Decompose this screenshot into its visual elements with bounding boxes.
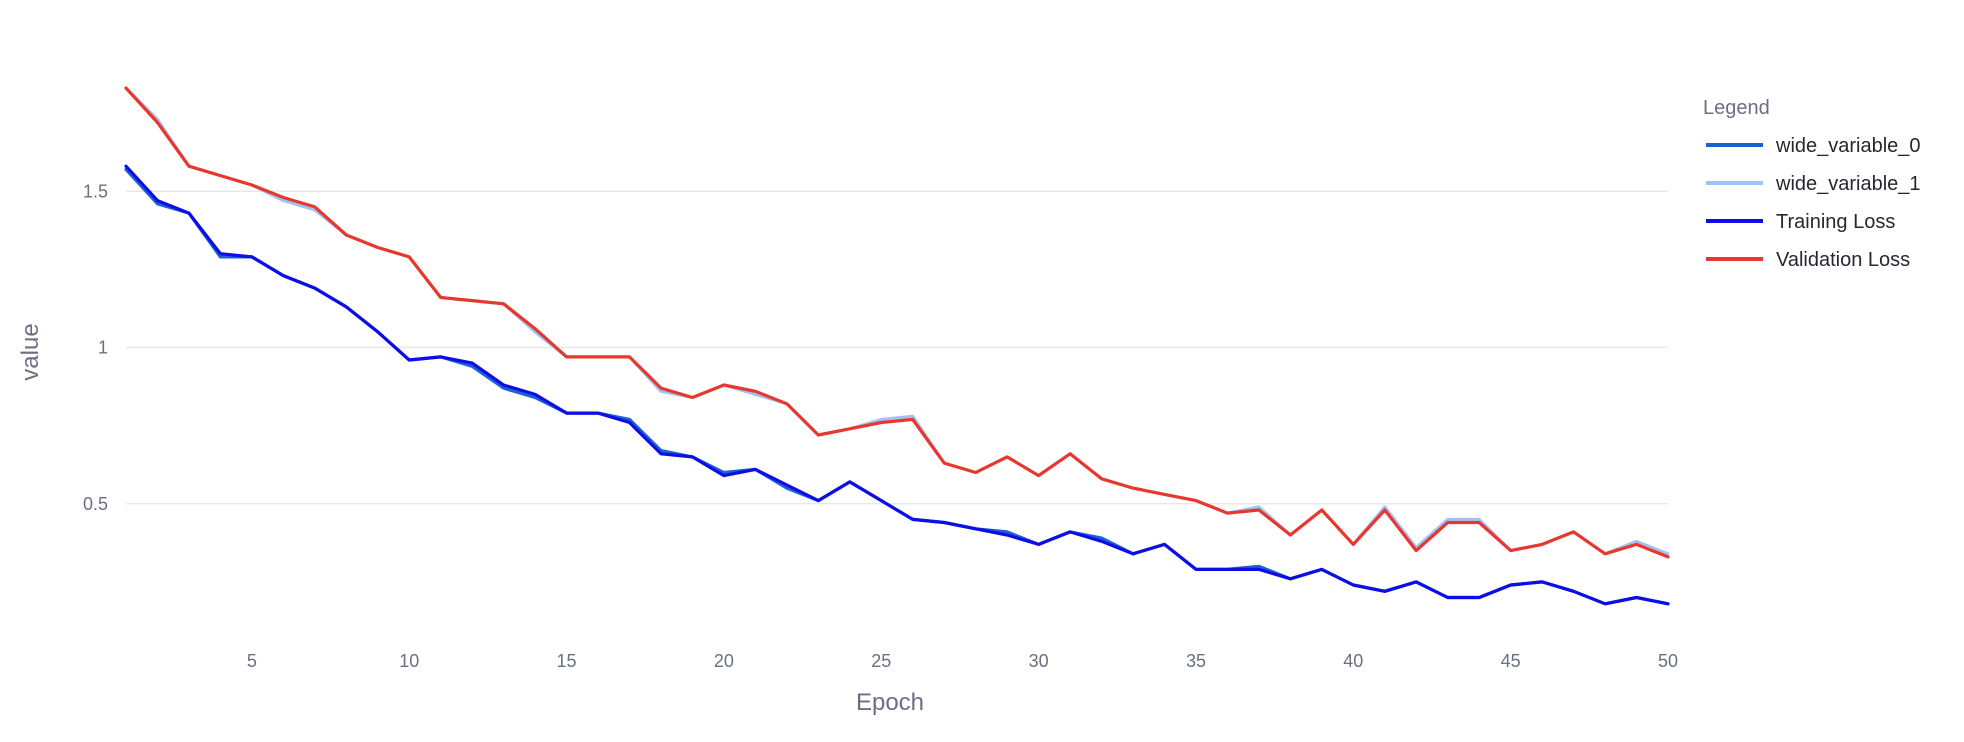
x-tick-label: 5 (247, 651, 257, 671)
x-tick-label: 15 (557, 651, 577, 671)
y-axis-ticks: 0.5 1 1.5 (83, 181, 108, 514)
x-tick-label: 35 (1186, 651, 1206, 671)
x-tick-label: 45 (1501, 651, 1521, 671)
y-tick-label: 1 (98, 338, 108, 358)
x-axis-title: Epoch (856, 689, 924, 716)
series-line-validation-loss (124, 86, 1670, 559)
legend-label: wide_variable_1 (1775, 173, 1921, 195)
y-tick-label: 1.5 (83, 181, 108, 201)
legend: Legend wide_variable_0 wide_variable_1 Tra… (1703, 97, 1921, 271)
series-line-wide-variable-0 (124, 167, 1670, 606)
y-tick-label: 0.5 (83, 494, 108, 514)
plot-area (124, 86, 1670, 606)
x-tick-label: 20 (714, 651, 734, 671)
legend-label: Training Loss (1776, 211, 1895, 233)
series-line-wide-variable-1 (124, 86, 1670, 556)
x-tick-label: 50 (1658, 651, 1678, 671)
x-tick-label: 30 (1029, 651, 1049, 671)
legend-item[interactable]: wide_variable_0 (1706, 135, 1921, 157)
legend-label: Validation Loss (1776, 249, 1910, 271)
legend-item[interactable]: Training Loss (1706, 211, 1895, 233)
legend-item[interactable]: Validation Loss (1706, 249, 1910, 271)
legend-label: wide_variable_0 (1775, 135, 1921, 157)
legend-item[interactable]: wide_variable_1 (1706, 173, 1921, 195)
x-axis-ticks: 5 10 15 20 25 30 35 40 45 50 (247, 651, 1678, 671)
x-tick-label: 25 (871, 651, 891, 671)
x-tick-label: 10 (399, 651, 419, 671)
series-line-training-loss (124, 164, 1670, 606)
grid-lines (126, 190, 1668, 505)
y-axis-title: value (17, 323, 44, 380)
x-tick-label: 40 (1343, 651, 1363, 671)
legend-title: Legend (1703, 97, 1770, 119)
